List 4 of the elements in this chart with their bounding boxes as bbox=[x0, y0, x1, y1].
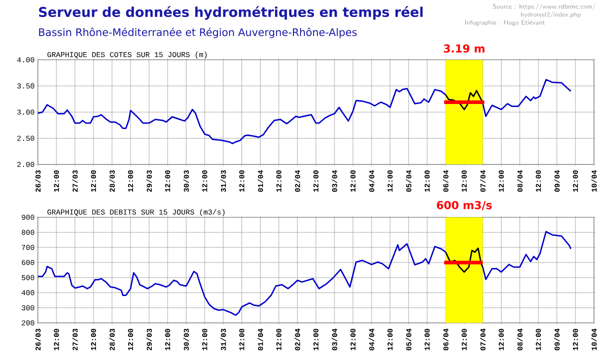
text: 3.19 m bbox=[444, 44, 484, 53]
text: Bassin Rhône-Méditerranée et Région Auvergne-Rhône-Alpes bbox=[39, 28, 357, 38]
text: 600 m3/s bbox=[436, 201, 492, 210]
text: Serveur de données hydrométriques en temps réel bbox=[39, 6, 423, 20]
